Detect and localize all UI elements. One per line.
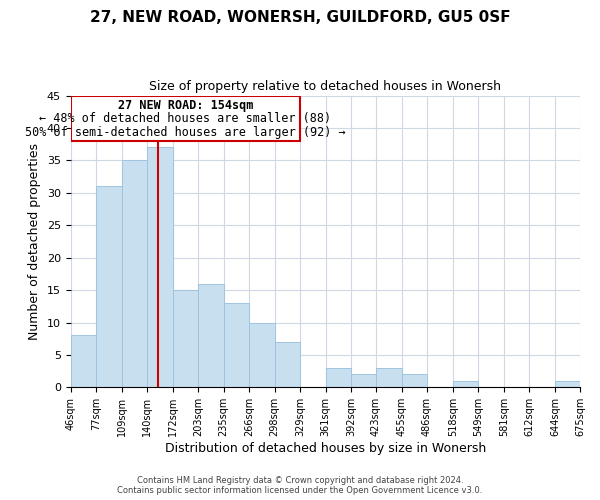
X-axis label: Distribution of detached houses by size in Wonersh: Distribution of detached houses by size … [165,442,486,455]
Text: 50% of semi-detached houses are larger (92) →: 50% of semi-detached houses are larger (… [25,126,346,139]
Bar [275,342,300,388]
Text: Contains HM Land Registry data © Crown copyright and database right 2024.
Contai: Contains HM Land Registry data © Crown c… [118,476,482,495]
Bar [71,336,96,388]
Bar [96,186,122,388]
Bar [555,381,580,388]
Bar [224,303,249,388]
Bar [147,148,173,388]
Bar [326,368,351,388]
Bar [122,160,147,388]
FancyBboxPatch shape [71,96,300,141]
Title: Size of property relative to detached houses in Wonersh: Size of property relative to detached ho… [149,80,502,93]
Bar [402,374,427,388]
Bar [249,322,275,388]
Bar [198,284,224,388]
Text: 27, NEW ROAD, WONERSH, GUILDFORD, GU5 0SF: 27, NEW ROAD, WONERSH, GUILDFORD, GU5 0S… [89,10,511,25]
Bar [376,368,402,388]
Text: ← 48% of detached houses are smaller (88): ← 48% of detached houses are smaller (88… [39,112,331,125]
Y-axis label: Number of detached properties: Number of detached properties [28,143,41,340]
Bar [173,290,198,388]
Text: 27 NEW ROAD: 154sqm: 27 NEW ROAD: 154sqm [118,99,253,112]
Bar [351,374,376,388]
Bar [453,381,478,388]
